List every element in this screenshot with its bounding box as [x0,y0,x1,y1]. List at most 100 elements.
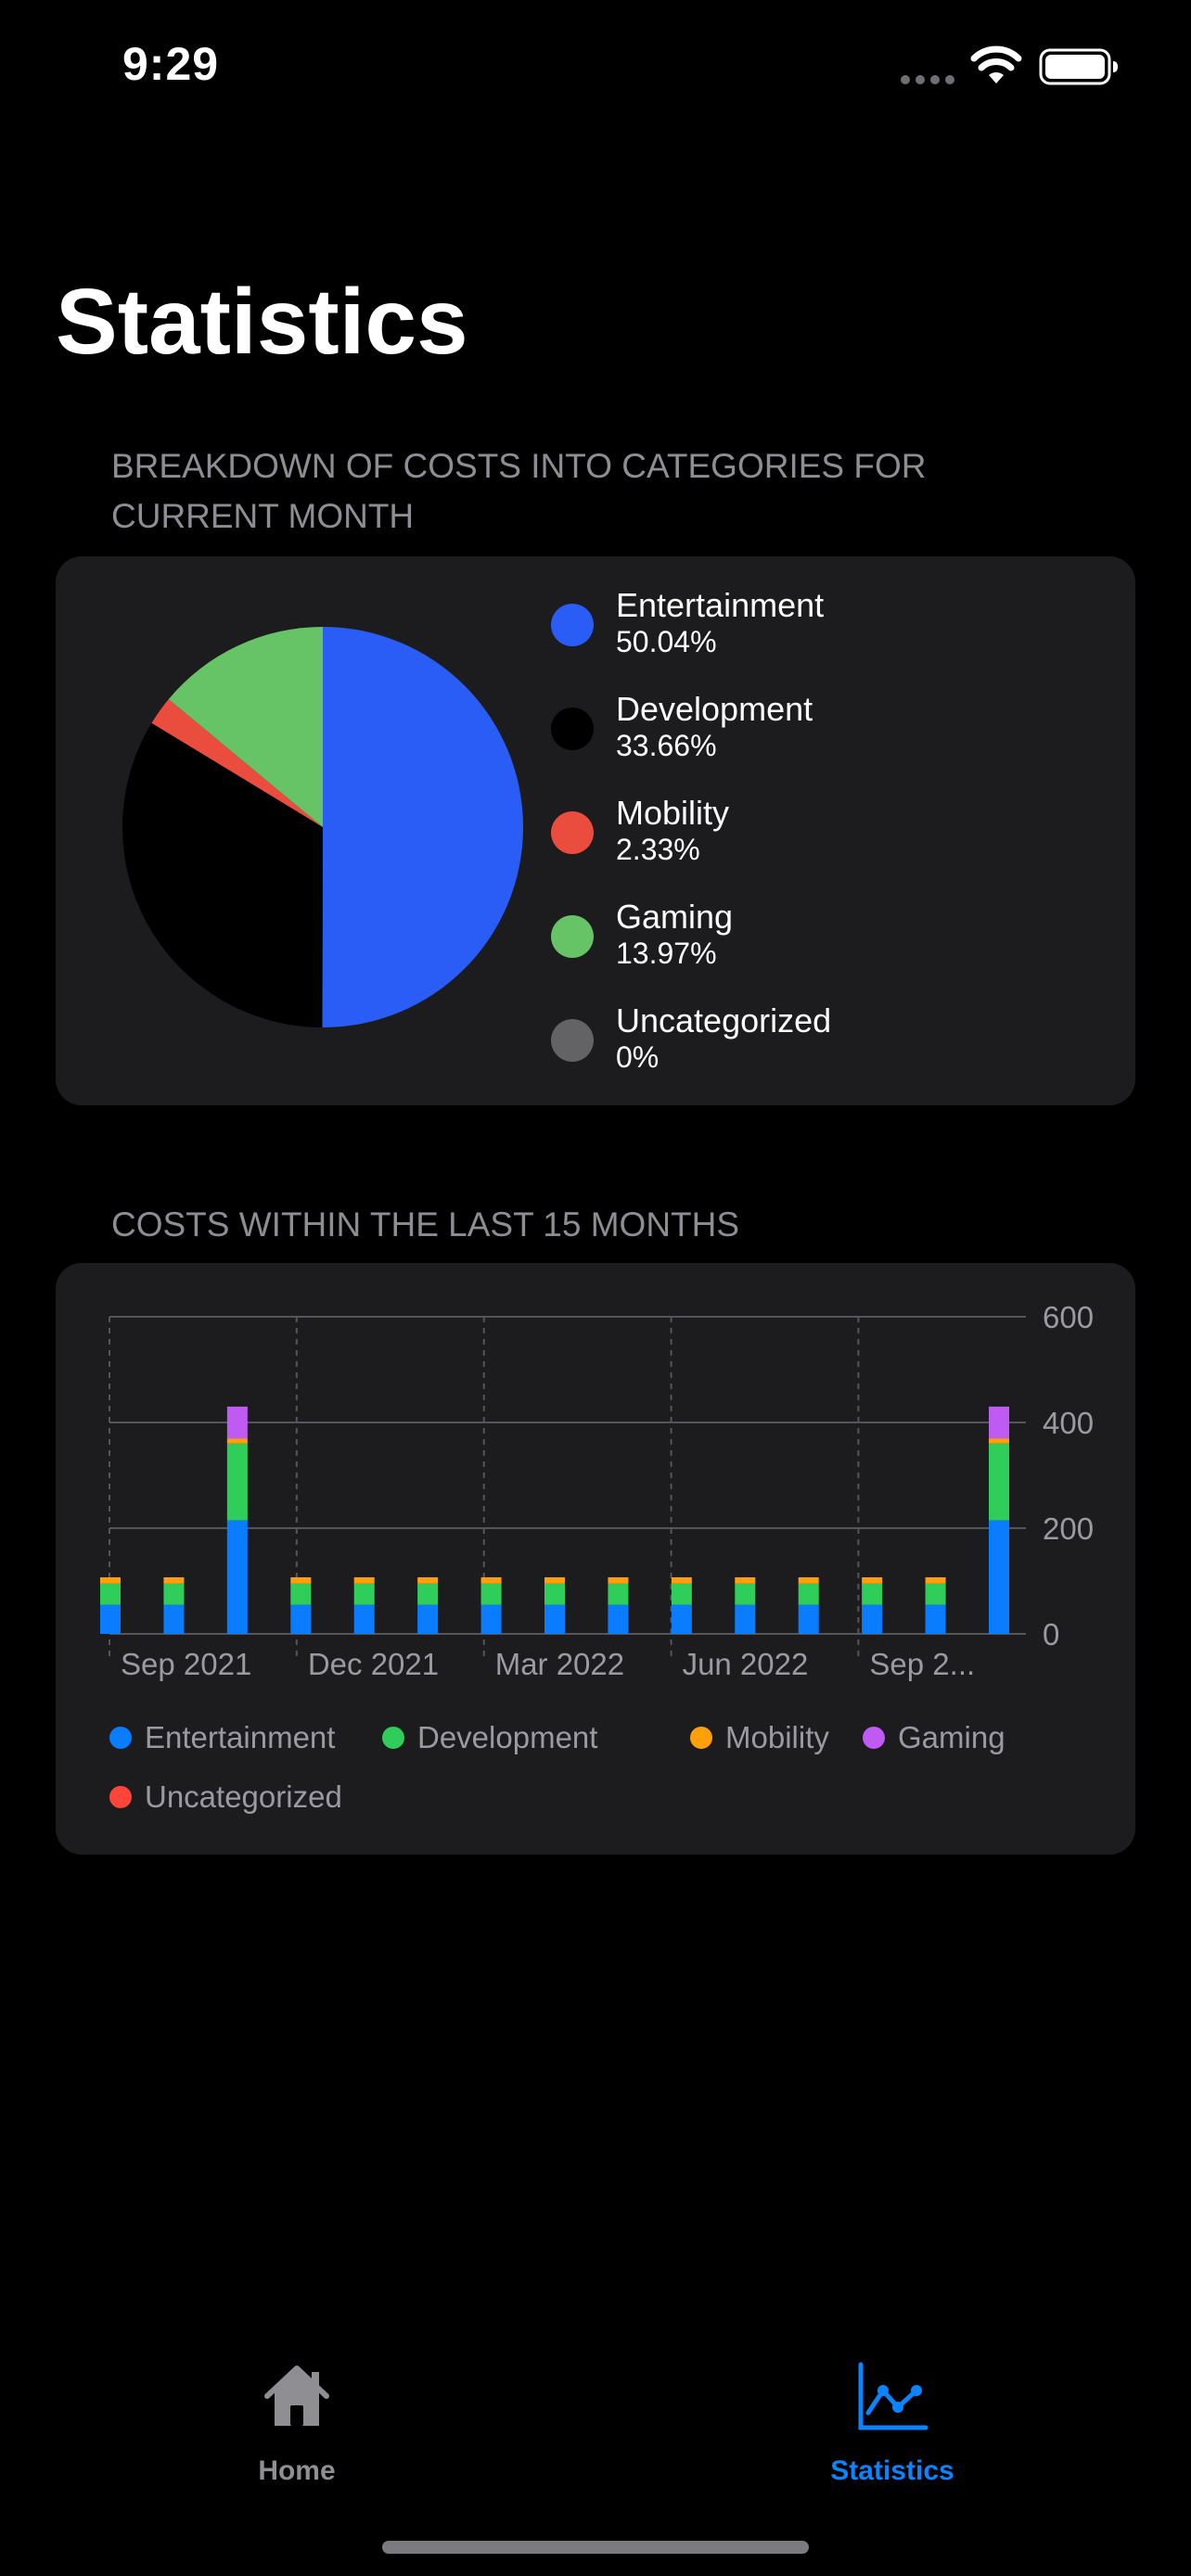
x-tick-label: Sep 2... [869,1647,975,1681]
bar-segment-development [290,1583,312,1605]
pie-slice-development [122,722,323,1027]
bar-segment-entertainment [100,1604,121,1634]
bar-segment-mobility [989,1438,1009,1444]
pie-legend-item-uncategorized: Uncategorized 0% [549,998,1069,1081]
legend-dot [109,1727,132,1749]
legend-dot [551,811,594,854]
legend-percent: 0% [616,1040,660,1074]
legend-percent: 33.66% [616,729,717,762]
bar-segment-entertainment [862,1604,883,1634]
wifi-icon [970,45,1022,83]
pie-slice-entertainment [322,627,524,1027]
x-tick-label: Jun 2022 [683,1647,809,1681]
bar-segment-development [163,1583,185,1605]
legend-dot [551,1019,594,1062]
bar-segment-development [925,1583,946,1605]
bar-segment-mobility [671,1577,692,1584]
bar-segment-development [798,1583,819,1605]
bar-segment-development [989,1443,1009,1521]
pie-legend-item-mobility: Mobility 2.33% [549,790,1069,874]
bar-segment-entertainment [226,1520,248,1634]
tab-bar: Home Statistics [0,2337,1191,2576]
bar-segment-entertainment [417,1604,439,1634]
cellular-signal-icon [901,75,954,84]
bar-segment-mobility [480,1577,502,1584]
legend-dot [551,915,594,958]
bar-segment-development [100,1583,121,1605]
y-tick-label: 0 [1043,1617,1059,1651]
bar-segment-entertainment [925,1604,946,1634]
legend-percent: 50.04% [616,625,717,658]
legend-name: Gaming [616,898,734,936]
pie-section-header: BREAKDOWN OF COSTS INTO CATEGORIES FOR C… [111,447,927,535]
bar-chart-card: 0 200 400 600 Sep 2021 Dec 2021 Mar 2022 Jun 20… [56,1263,1135,1855]
bar-segment-development [353,1583,375,1605]
legend-name: Development [616,690,813,728]
y-tick-label: 200 [1043,1511,1094,1546]
tab-label: Statistics [830,2455,954,2486]
bar-segment-mobility [798,1577,819,1584]
legend-dot [690,1727,712,1749]
x-tick-label: Mar 2022 [495,1647,624,1681]
pie-slice-gaming [168,627,323,827]
legend-dot [551,708,594,750]
bar-segment-mobility [862,1577,883,1584]
pie-chart-card: Entertainment 50.04% Development 33.66% … [56,556,1135,1105]
x-tick-label: Dec 2021 [308,1647,439,1681]
legend-label: Entertainment [145,1720,336,1754]
pie-legend-item-development: Development 33.66% [549,686,1069,770]
pie-slice-mobility [151,699,323,827]
bar-segment-development [480,1583,502,1605]
bar-segment-entertainment [480,1604,502,1634]
legend-dot [863,1727,885,1749]
bar-segment-mobility [925,1577,946,1584]
stacked-bar-chart: 0 200 400 600 Sep 2021 Dec 2021 Mar 2022 Jun 20… [100,1300,1094,1681]
bar-segment-entertainment [608,1604,629,1634]
pie-legend-item-entertainment: Entertainment 50.04% [549,582,1069,666]
x-tick-label: Sep 2021 [121,1647,251,1681]
bar-segment-mobility [417,1577,439,1584]
bar-segment-entertainment [798,1604,819,1634]
legend-label: Gaming [898,1720,1005,1754]
bar-segment-entertainment [671,1604,692,1634]
bar-segment-development [226,1443,248,1521]
legend-dot [382,1727,404,1749]
bar-segment-mobility [353,1577,375,1584]
tab-statistics[interactable]: Statistics [753,2337,1031,2494]
bar-segment-mobility [735,1577,756,1584]
bar-segment-mobility [100,1577,121,1584]
status-time: 9:29 [122,38,220,90]
bar-segment-mobility [608,1577,629,1584]
bar-segment-entertainment [163,1604,185,1634]
tab-home[interactable]: Home [158,2337,436,2494]
legend-name: Uncategorized [616,1001,832,1039]
legend-dot [551,604,594,646]
bar-segment-development [735,1583,756,1605]
tab-label: Home [258,2455,336,2486]
pie-legend-item-gaming: Gaming 13.97% [549,894,1069,977]
battery-icon [1039,48,1118,85]
bar-segment-development [417,1583,439,1605]
pie-chart [122,627,524,1027]
legend-percent: 13.97% [616,937,717,970]
legend-label: Uncategorized [145,1779,342,1814]
bar-segment-mobility [226,1438,248,1444]
bar-segment-mobility [163,1577,185,1584]
bar-segment-entertainment [290,1604,312,1634]
chart-line-icon [858,2362,928,2430]
legend-label: Mobility [725,1720,829,1754]
legend-name: Mobility [616,794,730,832]
legend-label: Development [417,1720,598,1754]
legend-percent: 2.33% [616,833,700,866]
bar-segment-gaming [226,1406,248,1439]
status-bar: 9:29 [0,0,1191,130]
bar-segment-entertainment [353,1604,375,1634]
bar-segment-development [608,1583,629,1605]
bar-segment-entertainment [989,1520,1009,1634]
home-indicator [382,2541,809,2554]
bar-segment-development [862,1583,883,1605]
bar-segment-development [671,1583,692,1605]
y-tick-label: 400 [1043,1406,1094,1440]
page-title: Statistics [56,270,468,374]
bar-segment-entertainment [544,1604,565,1634]
